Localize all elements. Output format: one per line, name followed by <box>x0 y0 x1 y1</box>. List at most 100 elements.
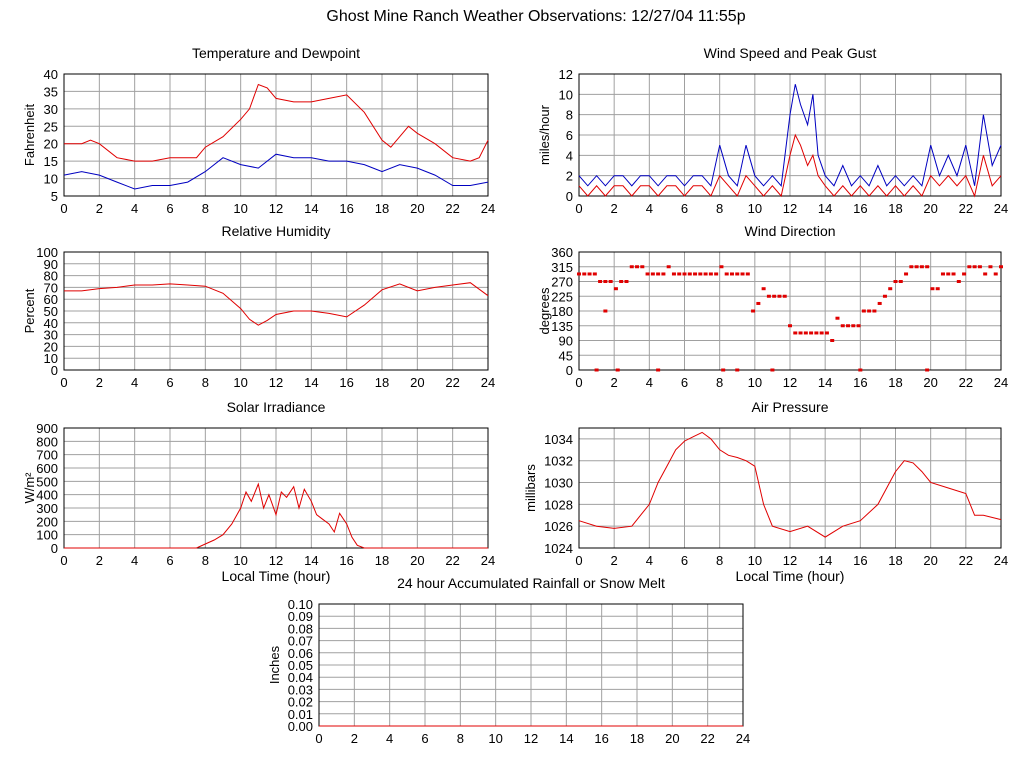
chart-title: Temperature and Dewpoint <box>192 45 360 61</box>
x-tick-label: 12 <box>783 553 797 568</box>
data-point <box>629 265 634 269</box>
data-point <box>782 294 787 298</box>
x-tick-label: 6 <box>681 375 688 390</box>
chart-title: Solar Irradiance <box>227 399 326 415</box>
y-tick-label: 40 <box>44 316 58 331</box>
x-tick-label: 2 <box>611 375 618 390</box>
y-tick-label: 100 <box>36 528 58 543</box>
data-point <box>766 294 771 298</box>
y-tick-label: 600 <box>36 461 58 476</box>
data-point <box>603 280 608 283</box>
data-point <box>603 309 608 313</box>
x-tick-label: 10 <box>748 553 762 568</box>
x-tick-label: 0 <box>60 201 67 216</box>
y-tick-label: 30 <box>44 102 58 117</box>
x-tick-label: 22 <box>959 201 973 216</box>
x-tick-label: 8 <box>716 201 723 216</box>
x-tick-label: 18 <box>888 553 902 568</box>
x-tick-label: 10 <box>233 201 247 216</box>
y-tick-label: 20 <box>44 339 58 354</box>
data-point <box>846 324 851 328</box>
x-tick-label: 8 <box>716 375 723 390</box>
x-tick-label: 10 <box>748 201 762 216</box>
x-tick-label: 4 <box>131 553 138 568</box>
x-tick-label: 24 <box>994 201 1008 216</box>
y-tick-label: 0.05 <box>288 658 313 673</box>
x-tick-label: 10 <box>488 731 502 746</box>
y-tick-label: 0.01 <box>288 707 313 722</box>
x-tick-label: 6 <box>166 201 173 216</box>
x-tick-label: 20 <box>410 553 424 568</box>
y-tick-label: 30 <box>44 328 58 343</box>
series-line-1 <box>63 153 489 190</box>
data-point <box>735 272 740 276</box>
x-tick-label: 16 <box>853 201 867 216</box>
data-point <box>661 272 666 276</box>
data-point <box>721 368 726 372</box>
y-tick-label: 10 <box>44 172 58 187</box>
x-tick-label: 0 <box>575 553 582 568</box>
data-point <box>714 272 719 276</box>
data-point <box>687 272 692 276</box>
data-point <box>925 368 930 372</box>
x-tick-label: 14 <box>818 375 832 390</box>
y-tick-label: 0.07 <box>288 634 313 649</box>
x-tick-label: 18 <box>375 201 389 216</box>
data-point <box>888 287 893 291</box>
y-axis-label: Inches <box>267 645 282 684</box>
x-tick-label: 10 <box>233 375 247 390</box>
y-tick-label: 1030 <box>544 476 573 491</box>
x-tick-label: 14 <box>304 375 318 390</box>
x-tick-label: 16 <box>853 553 867 568</box>
data-point <box>619 280 624 283</box>
y-tick-label: 0.10 <box>288 597 313 612</box>
y-tick-label: 1032 <box>544 454 573 469</box>
y-tick-label: 50 <box>44 304 58 319</box>
y-tick-label: 20 <box>44 137 58 152</box>
series-line-0 <box>64 282 489 326</box>
y-tick-label: 400 <box>36 488 58 503</box>
plot-frame <box>63 73 489 197</box>
data-point <box>919 265 924 269</box>
x-tick-label: 0 <box>60 375 67 390</box>
y-tick-label: 180 <box>551 304 573 319</box>
data-point <box>756 301 761 305</box>
data-point <box>858 368 863 372</box>
y-tick-label: 270 <box>551 275 573 290</box>
data-point <box>940 272 945 276</box>
data-point <box>777 294 782 298</box>
data-point <box>840 324 845 328</box>
x-tick-label: 20 <box>665 731 679 746</box>
data-point <box>977 265 982 269</box>
y-tick-label: 15 <box>44 154 58 169</box>
x-tick-label: 4 <box>646 201 653 216</box>
x-tick-label: 4 <box>646 553 653 568</box>
x-tick-label: 24 <box>481 553 495 568</box>
data-point <box>740 272 745 276</box>
x-tick-label: 0 <box>315 731 322 746</box>
data-point <box>708 272 713 276</box>
data-point <box>983 272 988 276</box>
y-tick-label: 45 <box>559 348 573 363</box>
y-tick-label: 0.04 <box>288 670 313 685</box>
x-tick-label: 4 <box>131 375 138 390</box>
data-point <box>856 324 861 328</box>
data-point <box>724 272 729 276</box>
chart-title: Air Pressure <box>751 399 828 415</box>
x-tick-label: 6 <box>681 553 688 568</box>
series-line-0 <box>578 84 1002 187</box>
data-point <box>624 280 629 283</box>
x-tick-label: 2 <box>611 553 618 568</box>
data-point <box>930 287 935 291</box>
data-point <box>877 301 882 305</box>
data-point <box>819 331 824 335</box>
data-point <box>735 368 740 372</box>
x-tick-label: 2 <box>96 553 103 568</box>
data-point <box>882 294 887 298</box>
data-point <box>608 280 613 283</box>
y-tick-label: 80 <box>44 269 58 284</box>
y-tick-label: 8 <box>566 108 573 123</box>
x-tick-label: 16 <box>339 375 353 390</box>
